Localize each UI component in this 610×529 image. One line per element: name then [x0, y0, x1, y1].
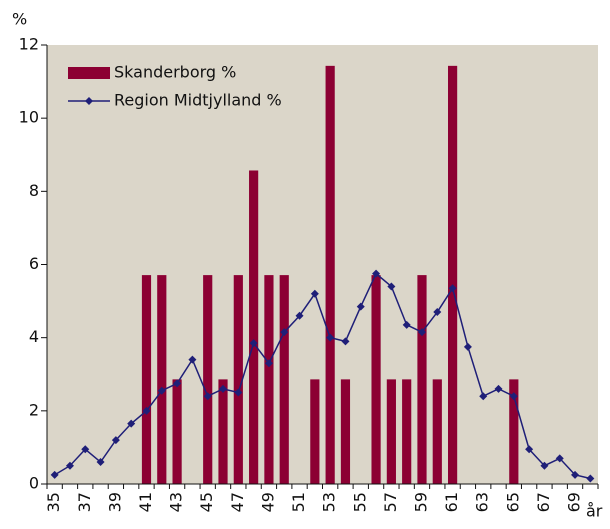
bar [218, 379, 228, 484]
x-tick-label: 51 [289, 492, 308, 512]
y-tick-label: 10 [19, 108, 39, 127]
marker [219, 384, 228, 393]
marker [249, 339, 258, 348]
x-tick-label: 55 [350, 492, 369, 512]
y-tick-label: 12 [19, 35, 39, 54]
y-tick-label: 2 [29, 400, 39, 419]
x-tick-label: 53 [320, 492, 339, 512]
marker [280, 328, 289, 337]
x-tick-label: 45 [197, 492, 216, 512]
x-tick-label: 67 [534, 492, 553, 512]
marker [387, 282, 396, 291]
x-tick-label: 57 [381, 492, 400, 512]
marker [203, 392, 212, 401]
marker [234, 388, 243, 397]
marker [341, 337, 350, 346]
marker [448, 284, 457, 293]
legend-marker [85, 97, 93, 105]
marker [111, 436, 120, 445]
legend-label: Region Midtjylland % [114, 91, 282, 110]
marker [96, 458, 105, 467]
bar [402, 379, 412, 484]
bar [432, 379, 442, 484]
bar [386, 379, 396, 484]
marker [494, 384, 503, 393]
bar [157, 275, 167, 484]
bar [203, 275, 213, 484]
marker [50, 470, 59, 479]
marker [173, 379, 182, 388]
x-tick-label: 37 [75, 492, 94, 512]
x-tick-label: 61 [442, 492, 461, 512]
bar [172, 379, 182, 484]
bar [249, 170, 259, 484]
marker [65, 461, 74, 470]
bar [371, 275, 381, 484]
bar [310, 379, 320, 484]
bar [509, 379, 519, 484]
legend-swatch [68, 67, 110, 79]
marker [142, 406, 151, 415]
marker [525, 445, 534, 454]
marker [295, 311, 304, 320]
marker [157, 386, 166, 395]
y-tick-label: 6 [29, 254, 39, 273]
bar [279, 275, 289, 484]
marker [326, 333, 335, 342]
bar [325, 65, 335, 484]
bar [141, 275, 152, 484]
marker [586, 474, 595, 483]
marker [127, 419, 136, 428]
x-tick-label: 59 [411, 492, 430, 512]
marker [433, 308, 442, 317]
marker [402, 320, 411, 329]
marker [372, 269, 381, 278]
marker [81, 445, 90, 454]
marker [463, 342, 472, 351]
x-tick-label: 41 [136, 492, 155, 512]
x-tick-label: 69 [565, 492, 584, 512]
legend-label: Skanderborg % [114, 63, 236, 82]
x-tick-label: 65 [503, 492, 522, 512]
y-tick-label: 4 [29, 327, 39, 346]
marker [264, 359, 273, 368]
bar [233, 275, 243, 484]
y-tick-label: 8 [29, 181, 39, 200]
x-tick-label: 49 [258, 492, 277, 512]
marker [540, 461, 549, 470]
x-tick-label: 47 [228, 492, 247, 512]
marker [479, 392, 488, 401]
bar [264, 275, 274, 484]
marker [417, 328, 426, 337]
bar [417, 275, 427, 484]
marker [188, 355, 197, 364]
marker [356, 302, 365, 311]
x-axis-label: år [586, 502, 603, 521]
marker [555, 454, 564, 463]
y-axis-label: % [12, 10, 27, 29]
x-tick-label: 43 [167, 492, 186, 512]
marker [310, 289, 319, 298]
x-tick-label: 39 [105, 492, 124, 512]
marker [509, 392, 518, 401]
marker [571, 470, 580, 479]
bar [448, 65, 458, 484]
x-tick-label: 63 [473, 492, 492, 512]
x-tick-label: 35 [44, 492, 63, 512]
y-tick-label: 0 [29, 474, 39, 493]
bar [340, 379, 351, 484]
plot-area [47, 45, 598, 484]
